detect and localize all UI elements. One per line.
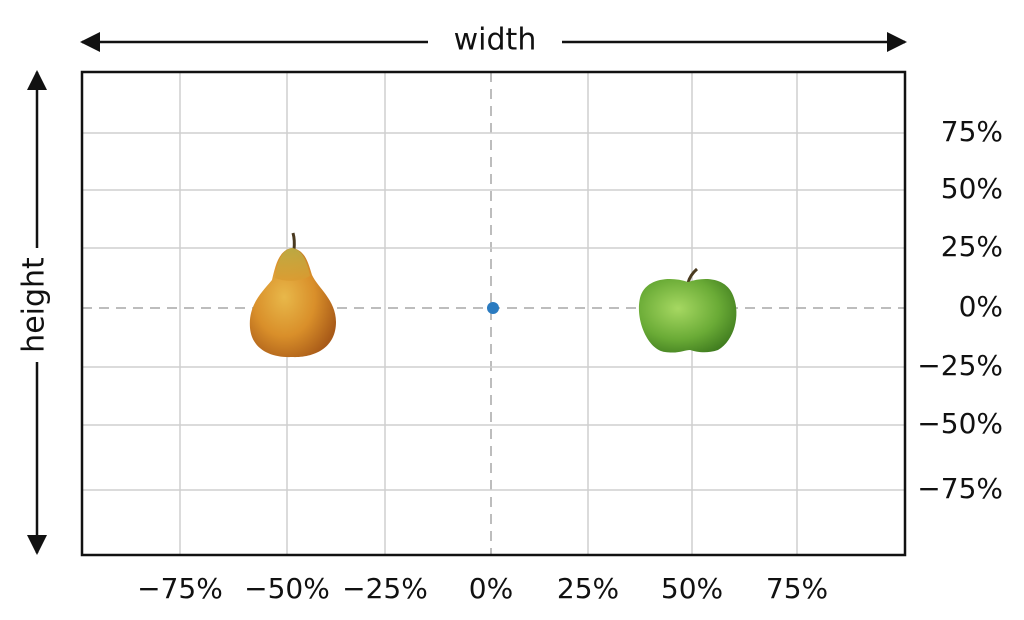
y-tick-label: −25% xyxy=(917,349,1003,382)
origin-dot xyxy=(487,302,499,314)
y-tick-label: 25% xyxy=(941,230,1003,263)
x-tick-label: 0% xyxy=(469,572,513,605)
y-tick-label: 50% xyxy=(941,172,1003,205)
apple xyxy=(638,267,737,353)
x-tick-label: 75% xyxy=(766,572,828,605)
width-label: width xyxy=(454,23,537,58)
height-label: height xyxy=(17,257,52,353)
pear xyxy=(249,232,336,358)
y-tick-label: 0% xyxy=(959,290,1003,323)
y-tick-label: −50% xyxy=(917,407,1003,440)
x-tick-label: −75% xyxy=(137,572,223,605)
y-tick-label: −75% xyxy=(917,472,1003,505)
x-tick-label: −25% xyxy=(342,572,428,605)
x-tick-label: 25% xyxy=(557,572,619,605)
x-tick-label: 50% xyxy=(661,572,723,605)
frame xyxy=(80,70,907,557)
y-tick-label: 75% xyxy=(941,115,1003,148)
x-tick-label: −50% xyxy=(244,572,330,605)
